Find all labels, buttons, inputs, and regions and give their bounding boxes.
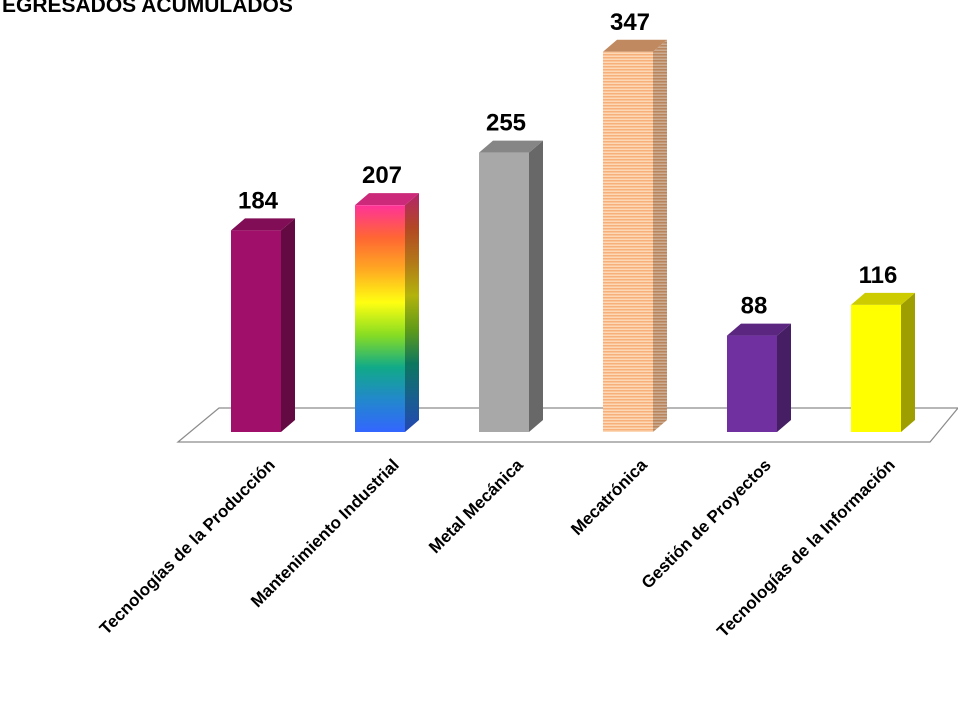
bar-top xyxy=(479,140,543,153)
x-tick-label: Mecatrónica xyxy=(567,455,651,539)
bar-side xyxy=(529,140,543,432)
x-tick-label: Metal Mecánica xyxy=(425,455,527,557)
bar-side xyxy=(777,323,791,432)
bar-side xyxy=(405,193,419,432)
bar-top xyxy=(727,323,791,336)
x-tick-label: Gestión de Proyectos xyxy=(638,455,775,592)
data-label: 184 xyxy=(238,187,279,214)
bar-3 xyxy=(479,140,543,432)
data-label: 88 xyxy=(741,293,768,320)
x-tick-label: Mantenimiento Industrial xyxy=(247,455,403,611)
x-tick-label: Tecnologías de la Producción xyxy=(96,455,279,638)
bar-side xyxy=(281,218,295,432)
chart-title: EGRESADOS ACUMULADOS xyxy=(2,0,293,17)
bar-top xyxy=(355,193,419,206)
bar-front xyxy=(479,152,529,432)
data-label: 255 xyxy=(486,110,526,137)
bar-front xyxy=(603,51,653,433)
bar-2 xyxy=(355,193,419,432)
data-label: 116 xyxy=(859,262,898,289)
bar-1 xyxy=(231,218,295,432)
bar-top xyxy=(603,39,667,52)
bar-side xyxy=(901,292,915,432)
bar-front xyxy=(851,304,901,432)
bar-side xyxy=(653,39,667,433)
bar-5 xyxy=(727,323,791,432)
bar-top xyxy=(231,218,295,231)
data-label: 207 xyxy=(362,162,402,189)
bar-top xyxy=(851,292,915,305)
bar-4 xyxy=(603,39,667,433)
bar-front xyxy=(231,230,281,432)
bar-front xyxy=(355,205,405,432)
bar-6 xyxy=(851,292,915,432)
bar-front xyxy=(727,335,777,432)
data-label: 347 xyxy=(610,9,650,36)
